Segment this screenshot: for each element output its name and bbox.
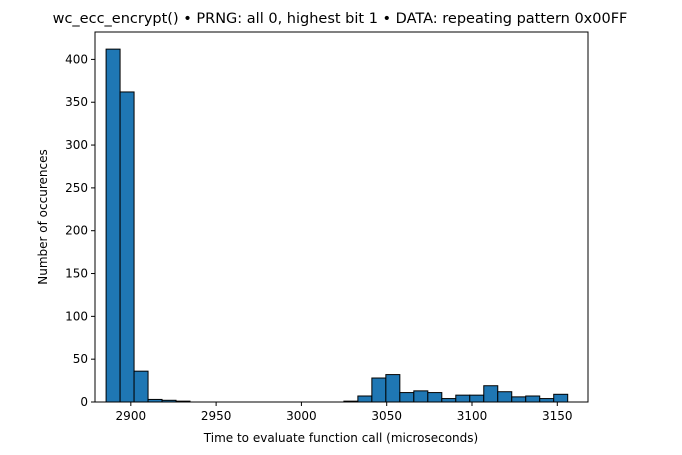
x-tick-label: 3150 bbox=[542, 409, 573, 423]
x-tick-label: 3000 bbox=[286, 409, 317, 423]
histogram-bar bbox=[427, 392, 443, 403]
histogram-bar bbox=[357, 395, 373, 403]
y-tick-label: 200 bbox=[65, 224, 88, 238]
histogram-bar bbox=[441, 398, 457, 403]
y-tick-label: 100 bbox=[65, 309, 88, 323]
y-axis-ticks: 0 50 100 150 200 250 300 350 400 bbox=[65, 52, 95, 409]
y-tick-label: 150 bbox=[65, 267, 88, 281]
y-tick-label: 250 bbox=[65, 181, 88, 195]
histogram-bar bbox=[119, 91, 135, 403]
histogram-bar bbox=[105, 48, 121, 403]
histogram-bar bbox=[469, 394, 485, 403]
histogram-bar bbox=[413, 390, 429, 403]
histogram-bar bbox=[511, 396, 527, 403]
y-tick-label: 300 bbox=[65, 138, 88, 152]
y-tick-label: 350 bbox=[65, 95, 88, 109]
y-axis-label: Number of occurences bbox=[36, 149, 50, 284]
histogram-bar bbox=[497, 391, 513, 403]
x-axis-label: Time to evaluate function call (microsec… bbox=[203, 431, 478, 445]
histogram-bar bbox=[399, 392, 415, 403]
histogram-bar bbox=[483, 385, 499, 403]
histogram-bar bbox=[385, 374, 401, 403]
x-tick-label: 2900 bbox=[116, 409, 147, 423]
histogram-bar bbox=[133, 370, 149, 403]
y-tick-label: 400 bbox=[65, 52, 88, 66]
histogram-bar bbox=[525, 395, 541, 403]
histogram-bar bbox=[455, 394, 471, 403]
chart-title: wc_ecc_encrypt() • PRNG: all 0, highest … bbox=[53, 11, 628, 27]
x-tick-label: 3100 bbox=[457, 409, 488, 423]
x-axis-ticks: 2900 2950 3000 3050 3100 3150 bbox=[116, 402, 573, 423]
y-tick-label: 0 bbox=[80, 395, 88, 409]
y-tick-label: 50 bbox=[73, 352, 88, 366]
x-tick-label: 3050 bbox=[371, 409, 402, 423]
x-tick-label: 2950 bbox=[201, 409, 232, 423]
histogram-bar bbox=[539, 398, 555, 403]
histogram-bar bbox=[553, 393, 569, 403]
plot-frame bbox=[94, 31, 589, 403]
histogram-bar bbox=[371, 377, 387, 403]
